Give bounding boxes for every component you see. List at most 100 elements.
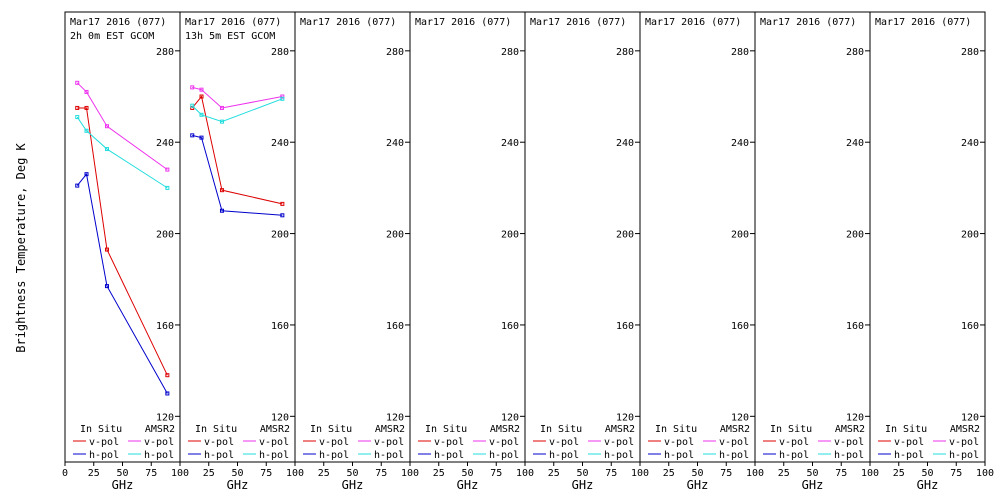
x-tick-label: 25 xyxy=(433,468,445,479)
panel-1: Mar17 2016 (077) 2h 0m EST GCOM 120 160 200 2… xyxy=(62,11,189,492)
y-tick-label: 160 xyxy=(961,321,979,332)
legend-insitu-hpol-label: h-pol xyxy=(89,450,119,461)
y-tick-label: 160 xyxy=(846,321,864,332)
legend-insitu-vpol-label: v-pol xyxy=(779,437,809,448)
y-tick-label: 280 xyxy=(616,47,634,58)
series-line xyxy=(76,116,168,189)
x-tick-label: 100 xyxy=(746,468,764,479)
legend-insitu-label: In Situ xyxy=(540,424,582,435)
x-tick-label: 50 xyxy=(116,468,128,479)
legend-amsr2-vpol-label: v-pol xyxy=(489,437,519,448)
data-point xyxy=(219,105,224,110)
x-tick-label: 50 xyxy=(346,468,358,479)
data-point xyxy=(104,247,109,252)
y-tick-label: 280 xyxy=(961,47,979,58)
x-axis-label: GHz xyxy=(802,478,824,492)
legend-amsr2-hpol-label: h-pol xyxy=(949,450,979,461)
legend-insitu-label: In Situ xyxy=(80,424,122,435)
legend-insitu-label: In Situ xyxy=(310,424,352,435)
data-point xyxy=(199,94,204,99)
x-tick-label: 0 xyxy=(62,468,68,479)
x-tick-label: 75 xyxy=(490,468,502,479)
data-point xyxy=(165,391,170,396)
data-point xyxy=(190,105,195,110)
y-tick-label: 160 xyxy=(501,321,519,332)
legend-amsr2-label: AMSR2 xyxy=(490,424,520,435)
data-point xyxy=(165,185,170,190)
x-tick-label: 75 xyxy=(145,468,157,479)
data-point xyxy=(190,85,195,90)
data-point xyxy=(165,373,170,378)
legend-amsr2-hpol-label: h-pol xyxy=(489,450,519,461)
data-point xyxy=(190,103,195,108)
x-tick-label: 50 xyxy=(231,468,243,479)
legend-amsr2-hpol-label: h-pol xyxy=(604,450,634,461)
y-tick-label: 120 xyxy=(386,412,404,423)
x-axis-label: GHz xyxy=(572,478,594,492)
panel-5: Mar17 2016 (077) 120 160 200 240 280 25 50 75 100… xyxy=(524,11,649,492)
series-in-situ-h-pol xyxy=(190,133,285,218)
legend-amsr2-label: AMSR2 xyxy=(605,424,635,435)
y-tick-label: 160 xyxy=(156,321,174,332)
y-tick-label: 120 xyxy=(961,412,979,423)
panel-2: Mar17 2016 (077) 13h 5m EST GCOM 120 160 200… xyxy=(179,11,304,492)
data-point xyxy=(199,112,204,117)
legend-amsr2-vpol-label: v-pol xyxy=(144,437,174,448)
x-tick-label: 75 xyxy=(835,468,847,479)
x-tick-label: 100 xyxy=(516,468,534,479)
x-tick-label: 50 xyxy=(691,468,703,479)
x-tick-label: 100 xyxy=(286,468,304,479)
panel-title: Mar17 2016 (077) xyxy=(760,17,856,28)
legend-amsr2-vpol-label: v-pol xyxy=(834,437,864,448)
legend-insitu-label: In Situ xyxy=(195,424,237,435)
y-tick-label: 160 xyxy=(386,321,404,332)
x-axis-label: GHz xyxy=(917,478,939,492)
x-tick-label: 100 xyxy=(171,468,189,479)
series-line xyxy=(191,95,283,205)
y-tick-label: 200 xyxy=(961,230,979,241)
x-tick-label: 50 xyxy=(576,468,588,479)
data-point xyxy=(104,284,109,289)
y-axis-label: Brightness Temperature, Deg K xyxy=(14,142,28,352)
panels-group: Mar17 2016 (077) 2h 0m EST GCOM 120 160 200 2… xyxy=(62,11,994,492)
y-tick-label: 160 xyxy=(271,321,289,332)
legend-insitu-vpol-label: v-pol xyxy=(894,437,924,448)
y-tick-label: 160 xyxy=(616,321,634,332)
data-point xyxy=(104,124,109,129)
series-line xyxy=(192,86,283,109)
series-line xyxy=(76,173,168,394)
legend-insitu-vpol-label: v-pol xyxy=(89,437,119,448)
series-in-situ-h-pol xyxy=(75,172,170,396)
legend-amsr2-label: AMSR2 xyxy=(950,424,980,435)
series-line xyxy=(192,134,283,216)
x-tick-label: 100 xyxy=(861,468,879,479)
legend-insitu-hpol-label: h-pol xyxy=(549,450,579,461)
legend-insitu-vpol-label: v-pol xyxy=(549,437,579,448)
legend-amsr2-hpol-label: h-pol xyxy=(144,450,174,461)
y-tick-label: 120 xyxy=(271,412,289,423)
series-line xyxy=(76,82,168,171)
series-in-situ-v-pol xyxy=(75,105,170,378)
y-tick-label: 200 xyxy=(846,230,864,241)
panel-title: Mar17 2016 (077) xyxy=(185,17,281,28)
legend-amsr2-hpol-label: h-pol xyxy=(719,450,749,461)
y-tick-label: 240 xyxy=(731,138,749,149)
data-point xyxy=(84,89,89,94)
panel-title: Mar17 2016 (077) xyxy=(875,17,971,28)
panel-7: Mar17 2016 (077) 120 160 200 240 280 25 50 75 100… xyxy=(754,11,879,492)
legend-amsr2-vpol-label: v-pol xyxy=(719,437,749,448)
legend-amsr2-label: AMSR2 xyxy=(720,424,750,435)
x-axis-label: GHz xyxy=(342,478,364,492)
data-point xyxy=(165,167,170,172)
series-amsr2-h-pol xyxy=(75,115,170,190)
panel-title: Mar17 2016 (077) xyxy=(645,17,741,28)
y-tick-label: 160 xyxy=(731,321,749,332)
y-tick-label: 240 xyxy=(846,138,864,149)
panel-4: Mar17 2016 (077) 120 160 200 240 280 25 50 75 100… xyxy=(409,11,534,492)
legend-insitu-label: In Situ xyxy=(425,424,467,435)
series-amsr2-v-pol xyxy=(75,80,170,172)
x-axis-label: GHz xyxy=(112,478,134,492)
x-tick-label: 50 xyxy=(806,468,818,479)
x-tick-label: 25 xyxy=(893,468,905,479)
